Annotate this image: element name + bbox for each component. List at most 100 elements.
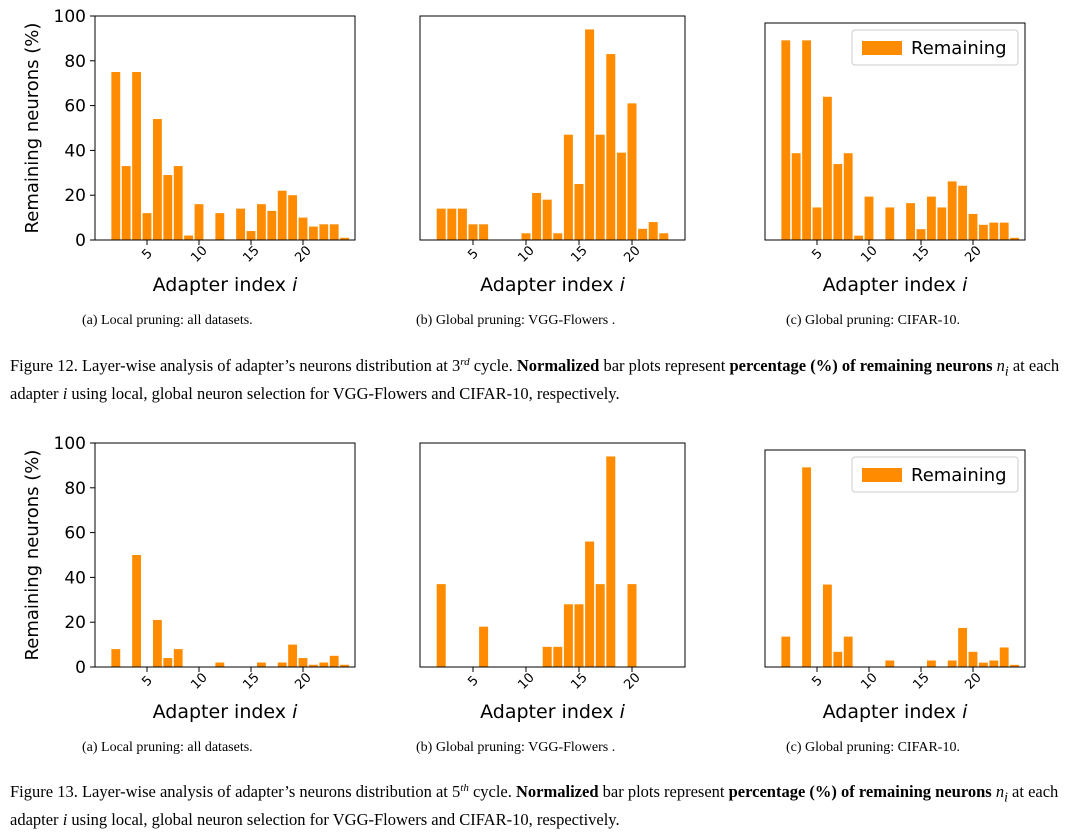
bar-fig12c-10 (864, 196, 874, 240)
fig13-caption-b2: percentage (%) of remaining neurons (728, 782, 992, 801)
bar-fig12c-2 (781, 40, 791, 240)
bar-fig13a-2 (111, 649, 121, 667)
fig13-caption-sub-i: i (1004, 789, 1008, 805)
fig13-subcaption-c: (c) Global pruning: CIFAR-10. (786, 740, 960, 755)
bar-fig12a-8 (173, 166, 183, 240)
xtick-label-fig13b-10: 10 (515, 670, 537, 692)
bar-fig12b-23 (659, 233, 669, 240)
bar-fig13b-17 (595, 584, 605, 667)
fig13-caption: Figure 13. Layer-wise analysis of adapte… (10, 780, 1072, 831)
bar-fig12b-16 (585, 29, 595, 240)
fig13-caption-p5: using local, global neuron selection for… (67, 810, 620, 830)
bar-fig13c-16 (926, 660, 936, 667)
fig12-caption-b2: percentage (%) of remaining neurons (729, 356, 993, 375)
bar-fig13a-7 (163, 658, 173, 667)
bar-fig12c-23 (999, 222, 1009, 240)
bar-fig12a-22 (319, 224, 329, 240)
bar-fig12a-20 (298, 217, 308, 240)
xtick-label-fig12c-20: 20 (962, 243, 984, 265)
ytick-label-fig13a-60: 60 (64, 524, 86, 544)
bar-fig13b-12 (542, 646, 552, 667)
ytick-label-fig12a-0: 0 (75, 231, 86, 251)
fig12-caption-p4: at each adapter (10, 356, 1060, 404)
bar-fig13c-23 (999, 647, 1009, 667)
bar-fig12b-13 (553, 233, 563, 240)
bar-fig12a-14 (236, 208, 246, 240)
bar-fig13a-16 (256, 662, 266, 667)
fig12-caption-sup: rd (460, 356, 470, 368)
bar-fig12b-3 (447, 208, 457, 240)
legend-swatch-fig13c (862, 468, 902, 482)
bar-fig13a-18 (277, 662, 287, 667)
bar-fig12c-18 (947, 181, 957, 240)
bar-fig12b-6 (479, 224, 489, 240)
bar-fig12b-11 (532, 192, 542, 240)
bar-fig13c-19 (958, 627, 968, 667)
legend-box-fig13c (851, 456, 1019, 493)
bar-fig12c-3 (791, 153, 801, 240)
bar-fig12c-22 (989, 222, 999, 240)
bar-fig12a-5 (142, 213, 152, 240)
xtick-label-fig12a-15: 15 (240, 243, 262, 265)
ylabel-fig13a: Remaining neurons (%) (22, 450, 43, 661)
bar-fig12c-4 (802, 40, 812, 240)
fig13-caption-sup: th (460, 782, 469, 794)
bar-fig13c-18 (947, 660, 957, 667)
xtick-label-fig13a-5: 5 (139, 673, 155, 689)
bar-fig13c-2 (781, 636, 791, 667)
xtick-label-fig12b-20: 20 (621, 243, 643, 265)
bar-fig13a-8 (173, 649, 183, 667)
fig13-caption-p1: cycle. (468, 782, 517, 801)
bar-fig12c-21 (978, 224, 988, 240)
bar-fig12b-4 (457, 208, 467, 240)
bar-fig13a-21 (308, 664, 318, 667)
xtick-label-fig13b-15: 15 (568, 670, 590, 692)
bar-fig12a-10 (194, 204, 204, 240)
fig13-subcaption-a: (a) Local pruning: all datasets. (82, 740, 253, 755)
chart-fig13c: 5 10 15 20 Adapter index i Remaining (764, 449, 1026, 723)
chart-fig12a: 0 20 40 60 80 100 5 10 15 20 Adapter index i Remain… (22, 7, 356, 296)
bar-fig12a-17 (267, 210, 277, 240)
legend-fig13c: Remaining (851, 456, 1019, 493)
bar-fig12c-24 (1010, 237, 1020, 240)
bar-fig13b-20 (627, 584, 637, 667)
fig13-subcaption-b: (b) Global pruning: VGG-Flowers . (416, 740, 616, 755)
chart-fig13b: 5 10 15 20 Adapter index i (419, 442, 686, 723)
bar-fig13c-8 (843, 636, 853, 667)
fig12-caption-b1: Normalized (516, 356, 600, 375)
bar-fig12b-18 (606, 54, 616, 240)
fig12-caption-var-n: n (996, 356, 1005, 375)
plot-frame-fig13c (764, 449, 1026, 668)
bar-fig13c-7 (833, 651, 843, 667)
xtick-label-fig13c-15: 15 (910, 670, 932, 692)
bar-fig13b-13 (553, 646, 563, 667)
bar-fig12c-12 (885, 207, 895, 240)
fig13-caption-var-n: n (995, 782, 1005, 801)
bar-fig13b-6 (479, 626, 489, 667)
bar-fig12a-16 (256, 204, 266, 240)
bar-fig12c-8 (843, 153, 853, 240)
ylabel-fig12a: Remaining neurons (%) (22, 23, 43, 234)
bar-fig12c-15 (916, 229, 926, 240)
bar-fig12a-4 (132, 72, 142, 240)
xtick-label-fig13a-20: 20 (292, 670, 314, 692)
xlabel-fig13b: Adapter index i (480, 701, 625, 723)
bar-fig12c-19 (958, 185, 968, 240)
bar-fig12c-7 (833, 164, 843, 240)
bar-fig12b-20 (627, 103, 637, 240)
fig12-caption-p1: cycle. (469, 356, 517, 375)
bar-fig12c-9 (854, 235, 864, 240)
bar-fig12a-3 (121, 166, 131, 240)
bar-fig12b-12 (542, 199, 552, 240)
xlabel-fig12c: Adapter index i (823, 274, 968, 296)
bar-fig12a-9 (184, 235, 194, 240)
xlabel-fig12b: Adapter index i (480, 274, 625, 296)
ytick-label-fig12a-40: 40 (64, 141, 86, 161)
bar-fig12c-20 (968, 213, 978, 240)
fig12-caption-sub-i: i (1004, 363, 1009, 379)
bar-fig12c-17 (937, 207, 947, 240)
xtick-label-fig12a-20: 20 (292, 243, 314, 265)
bar-fig12a-23 (329, 224, 339, 240)
xtick-label-fig12a-5: 5 (139, 246, 155, 262)
bar-fig12a-15 (246, 231, 256, 240)
